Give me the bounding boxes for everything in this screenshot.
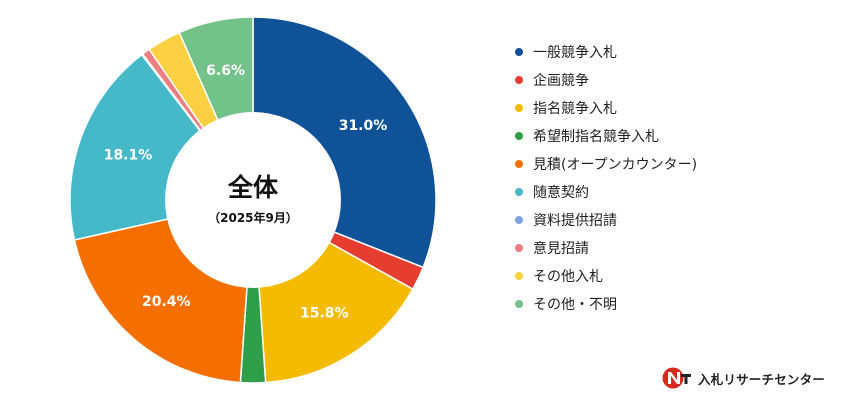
legend-marker bbox=[515, 272, 523, 280]
legend-marker bbox=[515, 160, 523, 168]
legend-label: 意見招請 bbox=[533, 241, 589, 257]
data-label: 31.0% bbox=[339, 118, 388, 134]
legend-item: 随意契約 bbox=[515, 178, 697, 206]
legend-marker bbox=[515, 188, 523, 196]
data-labels-group: 31.0% 15.8% 20.4% 18.1% 6.6% bbox=[104, 63, 388, 321]
legend-label: 一般競争入札 bbox=[533, 45, 617, 61]
legend-marker bbox=[515, 132, 523, 140]
legend-marker bbox=[515, 216, 523, 224]
legend-label: 資料提供招請 bbox=[533, 213, 617, 229]
data-label: 15.8% bbox=[300, 305, 349, 321]
data-label: 18.1% bbox=[104, 148, 153, 164]
legend-item: その他・不明 bbox=[515, 290, 697, 318]
legend-item: 指名競争入札 bbox=[515, 94, 697, 122]
legend-marker bbox=[515, 76, 523, 84]
legend-item: 一般競争入札 bbox=[515, 38, 697, 66]
legend-label: 企画競争 bbox=[533, 73, 589, 89]
legend-item: 資料提供招請 bbox=[515, 206, 697, 234]
legend-label: その他・不明 bbox=[533, 297, 617, 313]
legend-label: 随意契約 bbox=[533, 185, 589, 201]
brand-name: 入札リサーチセンター bbox=[698, 371, 826, 387]
center-title: 全体 bbox=[227, 173, 279, 202]
legend-label: 希望制指名競争入札 bbox=[533, 129, 659, 145]
data-label: 20.4% bbox=[142, 294, 191, 310]
brand-logo: 入札リサーチセンター bbox=[662, 366, 825, 390]
legend-item: 企画競争 bbox=[515, 66, 697, 94]
legend: 一般競争入札 企画競争 指名競争入札 希望制指名競争入札 見積(オープンカウンタ… bbox=[515, 38, 697, 318]
legend-item: 見積(オープンカウンター) bbox=[515, 150, 697, 178]
legend-marker bbox=[515, 48, 523, 56]
legend-item: 希望制指名競争入札 bbox=[515, 122, 697, 150]
legend-marker bbox=[515, 244, 523, 252]
data-label: 6.6% bbox=[206, 63, 245, 79]
legend-marker bbox=[515, 104, 523, 112]
legend-label: その他入札 bbox=[533, 269, 603, 285]
legend-item: その他入札 bbox=[515, 262, 697, 290]
brand-mark-icon bbox=[662, 367, 691, 389]
legend-marker bbox=[515, 300, 523, 308]
legend-label: 指名競争入札 bbox=[533, 101, 617, 117]
center-subtitle: （2025年9月） bbox=[208, 210, 298, 225]
legend-item: 意見招請 bbox=[515, 234, 697, 262]
donut-hole bbox=[165, 112, 341, 288]
legend-label: 見積(オープンカウンター) bbox=[533, 157, 698, 173]
